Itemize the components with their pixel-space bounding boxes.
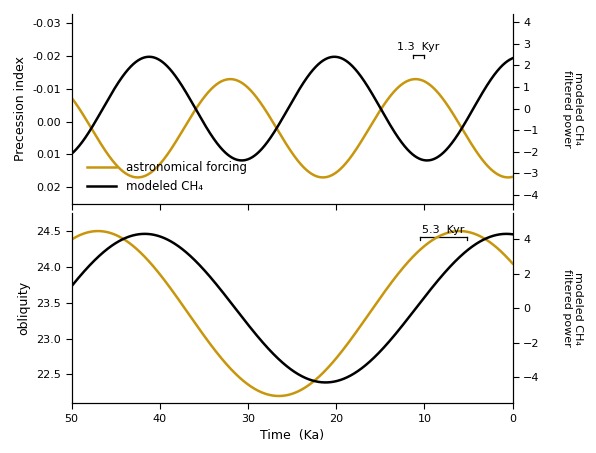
- Legend: astronomical forcing, modeled CH₄: astronomical forcing, modeled CH₄: [82, 156, 252, 198]
- Y-axis label: Precession index: Precession index: [14, 56, 27, 161]
- Y-axis label: obliquity: obliquity: [18, 281, 30, 335]
- X-axis label: Time  (Ka): Time (Ka): [260, 429, 324, 442]
- Text: 5.3  Kyr: 5.3 Kyr: [422, 225, 464, 236]
- Y-axis label: modeled CH₄
filtered power: modeled CH₄ filtered power: [561, 269, 583, 347]
- Y-axis label: modeled CH₄
filtered power: modeled CH₄ filtered power: [561, 70, 583, 148]
- Text: 1.3  Kyr: 1.3 Kyr: [398, 42, 440, 52]
